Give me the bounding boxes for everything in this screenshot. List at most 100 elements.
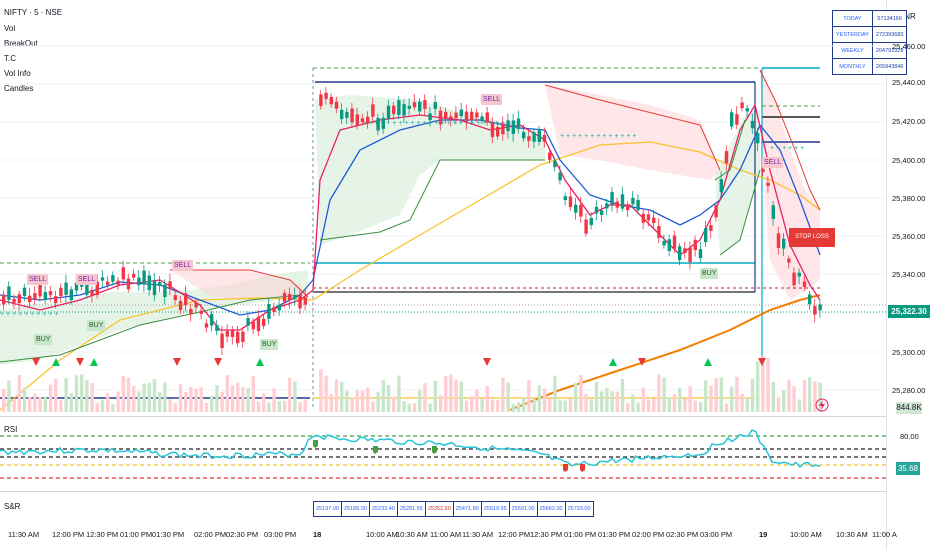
candle-body bbox=[267, 304, 271, 319]
volume-bar bbox=[548, 398, 552, 412]
candle-body bbox=[594, 206, 599, 214]
candle-body bbox=[428, 113, 432, 121]
volume-bar bbox=[407, 403, 411, 412]
candle-body bbox=[501, 123, 505, 135]
candle-body bbox=[106, 281, 110, 286]
candle-body bbox=[340, 109, 344, 120]
price-axis-label: 25,420.00 bbox=[892, 117, 926, 126]
volume-bar bbox=[142, 383, 146, 412]
candle-body bbox=[459, 109, 463, 117]
sr-title[interactable]: S&R bbox=[4, 502, 21, 511]
stats-value: 272393683 bbox=[871, 26, 908, 43]
volume-bar bbox=[568, 398, 573, 412]
currency-label[interactable]: INR bbox=[902, 12, 916, 21]
candle-body bbox=[236, 331, 240, 344]
candle-body bbox=[693, 239, 697, 251]
volume-bar bbox=[397, 375, 401, 412]
indicator-breakout[interactable]: BreakOut bbox=[4, 39, 38, 48]
candle-body bbox=[366, 116, 370, 124]
candle-body bbox=[709, 225, 713, 231]
candle-body bbox=[189, 308, 193, 315]
volume-bar bbox=[787, 379, 791, 412]
rsi-current-tag: 35.68 bbox=[896, 462, 920, 475]
volume-bar bbox=[516, 402, 521, 412]
volume-bar bbox=[230, 385, 235, 412]
candle-body bbox=[17, 294, 21, 304]
volume-bar bbox=[189, 386, 193, 412]
candle-body bbox=[423, 99, 427, 109]
volume-bar bbox=[246, 388, 250, 412]
time-axis-label: 01:30 PM bbox=[598, 530, 631, 539]
candle-body bbox=[574, 204, 578, 213]
volume-bar bbox=[527, 379, 531, 412]
volume-bar bbox=[28, 397, 32, 412]
candle-body bbox=[407, 105, 411, 109]
volume-bar bbox=[672, 394, 677, 412]
time-axis-label: 03:00 PM bbox=[264, 530, 297, 539]
candle-body bbox=[688, 247, 692, 263]
candle-body bbox=[163, 284, 167, 298]
buy-triangle bbox=[256, 358, 264, 366]
buy-triangle bbox=[52, 358, 60, 366]
volume-bar bbox=[433, 380, 437, 412]
candle-body bbox=[657, 226, 661, 238]
volume-bar bbox=[693, 400, 697, 412]
candle-body bbox=[210, 313, 214, 326]
indicator-candles[interactable]: Candles bbox=[4, 84, 34, 93]
symbol-title[interactable]: NIFTY · 5 · NSE bbox=[4, 8, 63, 17]
rsi-chart[interactable] bbox=[0, 420, 886, 488]
candle-body bbox=[480, 116, 484, 121]
candle-body bbox=[48, 291, 53, 296]
volume-bar bbox=[444, 376, 448, 412]
supertrend-green bbox=[0, 119, 761, 363]
candle-body bbox=[85, 281, 89, 295]
candle-body bbox=[740, 102, 744, 109]
volume-bar bbox=[631, 394, 635, 412]
bull-cloud-right bbox=[715, 110, 760, 255]
price-axis-label: 25,400.00 bbox=[892, 156, 926, 165]
volume-bar bbox=[766, 358, 770, 412]
volume-bar bbox=[163, 382, 167, 412]
candle-body bbox=[683, 248, 687, 254]
candle-body bbox=[527, 136, 531, 141]
candle-body bbox=[126, 278, 131, 290]
stop-loss-tag: STOP LOSS bbox=[789, 228, 835, 247]
grid bbox=[0, 45, 886, 391]
volume-bar bbox=[303, 399, 307, 412]
indicator-tc[interactable]: T.C bbox=[4, 54, 16, 63]
volume-bar bbox=[776, 397, 781, 412]
rsi-title[interactable]: RSI bbox=[4, 425, 18, 434]
indicator-vol[interactable]: Vol bbox=[4, 24, 16, 33]
volume-bar bbox=[589, 399, 593, 412]
sell-signal-label: SELL bbox=[172, 260, 194, 271]
time-axis-label: 12:00 PM bbox=[52, 530, 85, 539]
candle-body bbox=[579, 204, 583, 217]
volume-bar bbox=[490, 399, 495, 412]
candle-body bbox=[464, 111, 469, 122]
trail-crosses: + + + + + + + + + + + + + + + + + + + + … bbox=[0, 120, 804, 318]
time-axis-label: 01:00 PM bbox=[564, 530, 597, 539]
price-axis-separator bbox=[886, 0, 887, 550]
candle-body bbox=[220, 333, 224, 349]
volume-bar bbox=[194, 388, 198, 412]
candle-body bbox=[626, 204, 630, 211]
candle-body bbox=[334, 101, 339, 109]
rsi-bull-marker bbox=[432, 446, 437, 454]
candle-body bbox=[116, 280, 120, 285]
volume-bar bbox=[522, 397, 526, 412]
candle-body bbox=[719, 179, 723, 192]
indicator-vol-info[interactable]: Vol Info bbox=[4, 69, 31, 78]
pane-separator[interactable] bbox=[0, 416, 886, 417]
volume-bar bbox=[438, 395, 443, 412]
stats-row-monthly: MONTHLY 265943846 bbox=[832, 58, 908, 75]
volume-bar bbox=[537, 385, 541, 412]
time-axis-label: 11:00 A bbox=[872, 530, 897, 539]
price-chart[interactable]: + + + + + + + + + + + + + + + + + + + + … bbox=[0, 0, 886, 415]
pane-separator[interactable] bbox=[0, 491, 886, 492]
volume-bar bbox=[553, 375, 557, 412]
volume-value-tag: 844.8K bbox=[896, 402, 922, 414]
volume-bar bbox=[813, 381, 817, 412]
candle-body bbox=[600, 210, 604, 215]
candle-body bbox=[345, 111, 349, 118]
time-axis-label: 12:00 PM bbox=[498, 530, 531, 539]
